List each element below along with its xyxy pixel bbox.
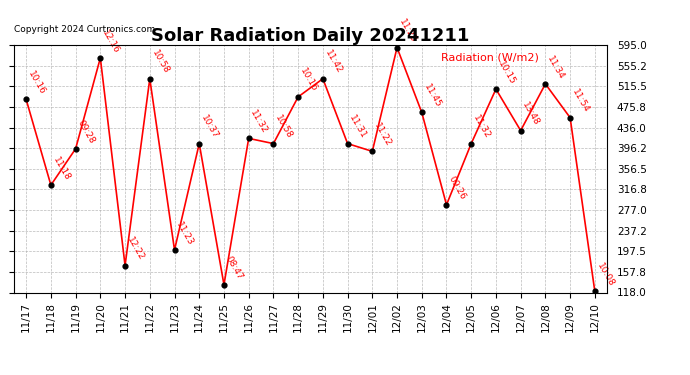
Point xyxy=(491,86,502,92)
Point xyxy=(70,146,81,152)
Text: 11:22: 11:22 xyxy=(373,122,393,148)
Text: 11:23: 11:23 xyxy=(397,18,417,45)
Text: 11:34: 11:34 xyxy=(545,54,566,81)
Point xyxy=(95,55,106,61)
Text: 10:16: 10:16 xyxy=(26,69,47,96)
Point xyxy=(540,81,551,87)
Text: 11:32: 11:32 xyxy=(471,114,492,141)
Point xyxy=(268,141,279,147)
Text: 10:58: 10:58 xyxy=(150,49,170,76)
Point xyxy=(243,135,254,141)
Text: 11:32: 11:32 xyxy=(248,108,269,135)
Point xyxy=(466,141,477,147)
Text: 11:45: 11:45 xyxy=(422,82,442,110)
Point xyxy=(367,148,378,154)
Point xyxy=(219,282,230,288)
Text: 10:08: 10:08 xyxy=(595,261,615,288)
Text: 10:15: 10:15 xyxy=(496,59,517,86)
Text: 11:18: 11:18 xyxy=(51,155,72,182)
Point xyxy=(293,94,304,100)
Point xyxy=(144,76,155,82)
Point xyxy=(46,182,57,188)
Point xyxy=(391,45,402,51)
Point xyxy=(564,115,575,121)
Point xyxy=(515,128,526,134)
Point xyxy=(169,247,180,253)
Text: 12:16: 12:16 xyxy=(100,28,121,55)
Text: Copyright 2024 Curtronics.com: Copyright 2024 Curtronics.com xyxy=(14,25,155,34)
Point xyxy=(589,288,600,294)
Text: Radiation (W/m2): Radiation (W/m2) xyxy=(441,53,539,62)
Point xyxy=(194,141,205,147)
Text: 10:16: 10:16 xyxy=(298,67,319,94)
Point xyxy=(342,141,353,147)
Text: 10:37: 10:37 xyxy=(199,114,220,141)
Point xyxy=(441,202,452,208)
Point xyxy=(317,76,328,82)
Text: 09:28: 09:28 xyxy=(76,119,97,146)
Text: 10:58: 10:58 xyxy=(273,114,294,141)
Point xyxy=(119,262,130,268)
Point xyxy=(21,96,32,102)
Point xyxy=(416,110,427,116)
Title: Solar Radiation Daily 20241211: Solar Radiation Daily 20241211 xyxy=(151,27,470,45)
Text: 13:48: 13:48 xyxy=(521,101,542,128)
Text: 09:26: 09:26 xyxy=(446,175,467,202)
Text: 08:47: 08:47 xyxy=(224,255,245,282)
Text: 11:42: 11:42 xyxy=(323,49,344,76)
Text: 11:54: 11:54 xyxy=(570,88,591,114)
Text: 11:31: 11:31 xyxy=(348,114,368,141)
Text: 11:23: 11:23 xyxy=(175,220,195,247)
Text: 12:22: 12:22 xyxy=(125,236,146,262)
